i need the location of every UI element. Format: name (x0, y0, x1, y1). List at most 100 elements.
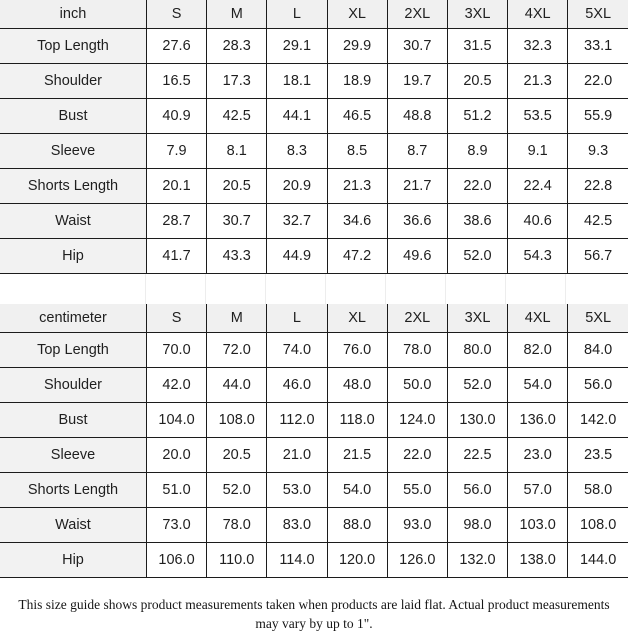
measurement-cell: 40.9 (146, 98, 208, 134)
row-label: Hip (0, 542, 147, 578)
measurement-cell: 18.9 (327, 63, 388, 99)
measurement-cell: 48.0 (327, 367, 388, 403)
measurement-cell: 56.7 (567, 238, 628, 274)
table-row: Top Length 27.6 28.3 29.1 29.9 30.7 31.5… (0, 28, 628, 64)
column-header-s: S (146, 0, 208, 29)
row-label: Shorts Length (0, 168, 147, 204)
measurement-cell: 22.0 (567, 63, 628, 99)
column-header-2xl: 2XL (387, 0, 448, 29)
measurement-cell: 93.0 (387, 507, 448, 543)
measurement-cell: 20.0 (146, 437, 208, 473)
measurement-cell: 22.0 (447, 168, 509, 204)
measurement-cell: 112.0 (266, 402, 328, 438)
measurement-cell: 40.6 (507, 203, 569, 239)
table-row: Bust 40.9 42.5 44.1 46.5 48.8 51.2 53.5 … (0, 98, 628, 134)
measurement-cell: 124.0 (387, 402, 448, 438)
measurement-cell: 30.7 (206, 203, 268, 239)
measurement-cell: 58.0 (567, 472, 628, 508)
measurement-cell: 9.3 (567, 133, 628, 169)
measurement-cell: 8.1 (206, 133, 268, 169)
column-header-3xl: 3XL (447, 0, 509, 29)
measurement-cell: 31.5 (447, 28, 509, 64)
measurement-cell: 144.0 (567, 542, 628, 578)
row-label: Shoulder (0, 367, 147, 403)
column-header-3xl: 3XL (447, 304, 509, 333)
measurement-cell: 20.9 (266, 168, 328, 204)
measurement-cell: 53.0 (266, 472, 328, 508)
measurement-cell: 88.0 (327, 507, 388, 543)
measurement-cell: 32.7 (266, 203, 328, 239)
measurement-cell: 28.7 (146, 203, 208, 239)
measurement-cell: 108.0 (206, 402, 268, 438)
measurement-cell: 21.3 (507, 63, 569, 99)
column-header-5xl: 5XL (567, 304, 628, 333)
measurement-cell: 28.3 (206, 28, 268, 64)
measurement-cell: 80.0 (447, 332, 509, 368)
measurement-cell: 33.1 (567, 28, 628, 64)
measurement-cell: 83.0 (266, 507, 328, 543)
measurement-cell: 44.1 (266, 98, 328, 134)
column-header-l: L (266, 304, 328, 333)
column-header-4xl: 4XL (507, 304, 569, 333)
measurement-cell: 73.0 (146, 507, 208, 543)
measurement-cell: 8.9 (447, 133, 509, 169)
column-header-4xl: 4XL (507, 0, 569, 29)
measurement-cell: 36.6 (387, 203, 448, 239)
measurement-cell: 17.3 (206, 63, 268, 99)
measurement-cell: 42.0 (146, 367, 208, 403)
measurement-cell: 130.0 (447, 402, 509, 438)
measurement-cell: 132.0 (447, 542, 509, 578)
measurement-cell: 126.0 (387, 542, 448, 578)
measurement-cell: 29.9 (327, 28, 388, 64)
column-header-m: M (206, 304, 268, 333)
measurement-cell: 48.8 (387, 98, 448, 134)
measurement-cell: 23.0 (507, 437, 569, 473)
measurement-cell: 138.0 (507, 542, 569, 578)
table-row: Waist 73.0 78.0 83.0 88.0 93.0 98.0 103.… (0, 507, 628, 543)
table-row: Hip 106.0 110.0 114.0 120.0 126.0 132.0 … (0, 542, 628, 578)
measurement-cell: 84.0 (567, 332, 628, 368)
table-row: Sleeve 7.9 8.1 8.3 8.5 8.7 8.9 9.1 9.3 (0, 133, 628, 169)
column-header-l: L (266, 0, 328, 29)
measurement-cell: 56.0 (567, 367, 628, 403)
table-row: Sleeve 20.0 20.5 21.0 21.5 22.0 22.5 23.… (0, 437, 628, 473)
measurement-cell: 21.3 (327, 168, 388, 204)
measurement-cell: 9.1 (507, 133, 569, 169)
measurement-cell: 114.0 (266, 542, 328, 578)
measurement-cell: 44.0 (206, 367, 268, 403)
measurement-cell: 20.5 (447, 63, 509, 99)
measurement-cell: 19.7 (387, 63, 448, 99)
measurement-cell: 38.6 (447, 203, 509, 239)
row-label: Shorts Length (0, 472, 147, 508)
measurement-cell: 23.5 (567, 437, 628, 473)
measurement-cell: 50.0 (387, 367, 448, 403)
measurement-cell: 55.0 (387, 472, 448, 508)
measurement-cell: 46.5 (327, 98, 388, 134)
column-header-s: S (146, 304, 208, 333)
measurement-cell: 21.7 (387, 168, 448, 204)
table-header-row-inch: inch S M L XL 2XL 3XL 4XL 5XL (0, 0, 628, 29)
table-row: Bust 104.0 108.0 112.0 118.0 124.0 130.0… (0, 402, 628, 438)
measurement-cell: 29.1 (266, 28, 328, 64)
measurement-cell: 22.8 (567, 168, 628, 204)
measurement-cell: 27.6 (146, 28, 208, 64)
measurement-cell: 76.0 (327, 332, 388, 368)
measurement-cell: 20.5 (206, 168, 268, 204)
row-label: Hip (0, 238, 147, 274)
unit-label-centimeter: centimeter (0, 304, 147, 333)
measurement-cell: 120.0 (327, 542, 388, 578)
measurement-cell: 47.2 (327, 238, 388, 274)
table-row: Shoulder 42.0 44.0 46.0 48.0 50.0 52.0 5… (0, 367, 628, 403)
row-label: Shoulder (0, 63, 147, 99)
measurement-cell: 70.0 (146, 332, 208, 368)
column-header-2xl: 2XL (387, 304, 448, 333)
measurement-cell: 57.0 (507, 472, 569, 508)
measurement-cell: 78.0 (387, 332, 448, 368)
measurement-cell: 108.0 (567, 507, 628, 543)
measurement-cell: 18.1 (266, 63, 328, 99)
measurement-cell: 8.5 (327, 133, 388, 169)
measurement-cell: 104.0 (146, 402, 208, 438)
measurement-cell: 54.0 (327, 472, 388, 508)
size-table-centimeter: centimeter S M L XL 2XL 3XL 4XL 5XL Top … (0, 304, 628, 578)
size-guide-disclaimer: This size guide shows product measuremen… (10, 595, 618, 633)
